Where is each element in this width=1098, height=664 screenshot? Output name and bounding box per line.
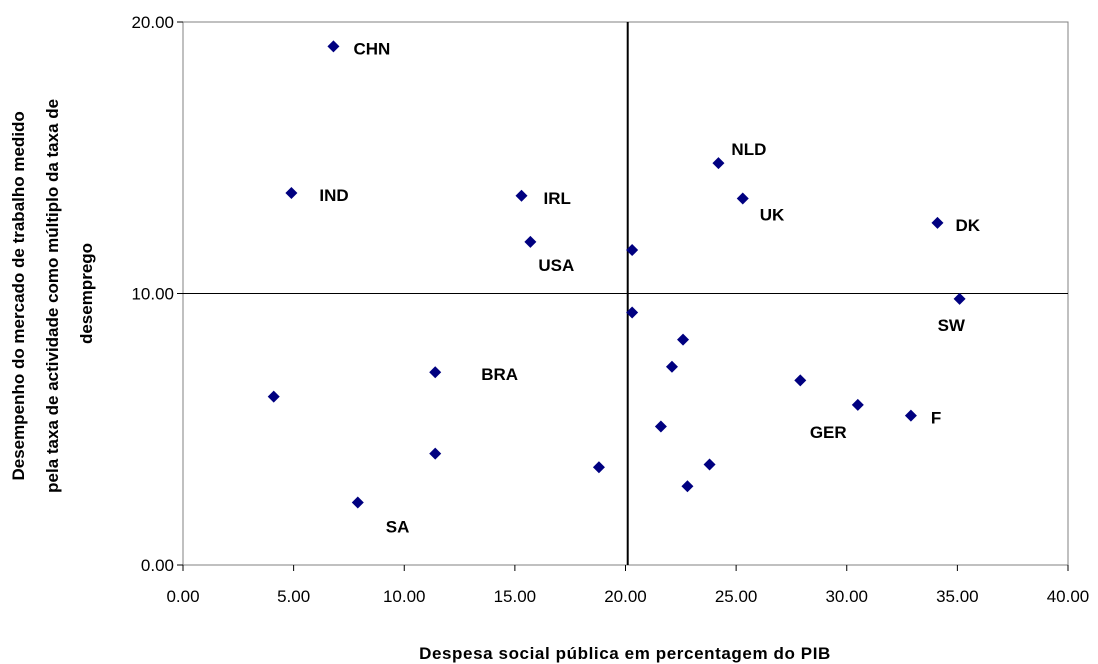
y-axis-title-line-2: pela taxa de actividade como múltiplo da… — [43, 99, 62, 493]
data-point — [285, 187, 298, 200]
data-point — [931, 216, 944, 229]
point-label: USA — [538, 256, 574, 275]
y-tick-label: 10.00 — [131, 285, 174, 304]
y-axis-ticks: 0.00 10.00 20.00 — [131, 13, 183, 575]
y-axis-title-line-3: desemprego — [77, 243, 96, 344]
point-label: IND — [319, 186, 348, 205]
data-point — [681, 480, 694, 493]
data-point — [626, 244, 639, 257]
x-tick-label: 5.00 — [277, 587, 310, 606]
point-label: SA — [386, 518, 410, 537]
x-tick-label: 15.00 — [494, 587, 537, 606]
data-point — [351, 496, 364, 509]
y-axis-title: Desempenho do mercado de trabalho medido… — [9, 94, 96, 493]
point-label: SW — [938, 316, 966, 335]
data-point — [267, 390, 280, 403]
point-labels: CHN IND IRL USA NLD UK DK SW BRA GER F SA — [319, 39, 980, 536]
data-point — [515, 189, 528, 202]
x-axis-title: Despesa social pública em percentagem do… — [419, 644, 831, 663]
x-axis-ticks: 0.00 5.00 10.00 15.00 20.00 25.00 30.00 35.00 40… — [166, 565, 1089, 606]
x-tick-label: 30.00 — [825, 587, 868, 606]
data-point — [327, 40, 340, 53]
x-tick-label: 0.00 — [166, 587, 199, 606]
point-label: DK — [955, 216, 980, 235]
x-tick-label: 35.00 — [936, 587, 979, 606]
point-label: GER — [810, 423, 847, 442]
data-point — [626, 306, 639, 319]
data-point — [794, 374, 807, 387]
data-point — [703, 458, 716, 471]
point-label: IRL — [544, 189, 571, 208]
data-point — [677, 333, 690, 346]
data-point — [524, 235, 537, 248]
data-point — [592, 461, 605, 474]
data-point — [665, 360, 678, 373]
data-point — [953, 292, 966, 305]
x-tick-label: 25.00 — [715, 587, 758, 606]
y-tick-label: 0.00 — [141, 556, 174, 575]
data-points — [267, 40, 966, 509]
data-point — [429, 447, 442, 460]
data-point — [654, 420, 667, 433]
point-label: BRA — [481, 365, 518, 384]
point-label: UK — [760, 205, 785, 224]
data-point — [904, 409, 917, 422]
data-point — [851, 398, 864, 411]
x-tick-label: 20.00 — [604, 587, 647, 606]
x-tick-label: 10.00 — [383, 587, 426, 606]
data-point — [712, 157, 725, 170]
data-point — [429, 366, 442, 379]
y-axis-title-line-1: Desempenho do mercado de trabalho medido — [9, 111, 28, 480]
x-tick-label: 40.00 — [1047, 587, 1090, 606]
y-tick-label: 20.00 — [131, 13, 174, 32]
data-point — [736, 192, 749, 205]
point-label: CHN — [353, 39, 390, 58]
point-label: NLD — [731, 140, 766, 159]
point-label: F — [931, 409, 941, 428]
